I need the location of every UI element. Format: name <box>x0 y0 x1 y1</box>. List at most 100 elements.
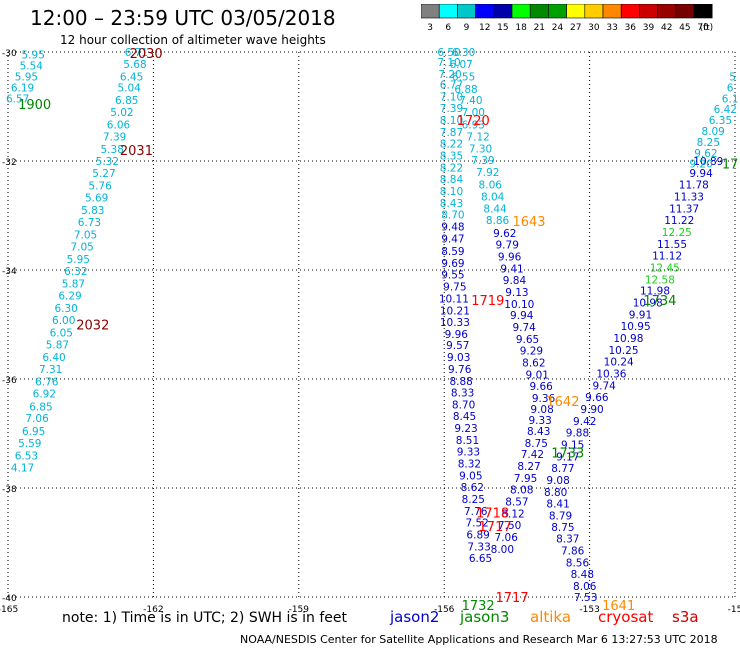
wave-height-point: 8.57 <box>505 497 528 509</box>
wave-height-point: 7.42 <box>521 449 544 461</box>
wave-height-point: 9.75 <box>443 281 466 293</box>
wave-height-point: 8.33 <box>451 388 474 400</box>
wave-height-point: 6.55 <box>452 72 475 84</box>
wave-height-point: 7.10 <box>440 92 463 104</box>
wave-height-point: 6.95 <box>22 426 45 438</box>
wave-height-point: 8.12 <box>501 509 524 521</box>
wave-height-point: 8.32 <box>458 458 481 470</box>
wave-height-point: 9.08 <box>530 404 553 416</box>
wave-height-point: 8.43 <box>440 198 463 210</box>
wave-height-point: 6.06 <box>107 119 131 131</box>
wave-height-point: 8.22 <box>440 163 463 175</box>
wave-height-point: 12.25 <box>662 227 692 239</box>
satellite-legend-item: altika <box>530 608 572 626</box>
wave-height-point: 8.06 <box>479 179 503 191</box>
wave-height-point: 9.47 <box>441 233 464 245</box>
wave-height-point: 10.11 <box>439 293 469 305</box>
wave-height-point: 9.13 <box>505 287 528 299</box>
wave-height-point: 11.98 <box>640 286 670 298</box>
wave-height-point: 8.48 <box>571 569 594 581</box>
wave-height-point: 10.98 <box>633 298 663 310</box>
time-annotation: 1643 <box>512 215 545 230</box>
wave-height-point: 5 <box>729 72 736 84</box>
wave-height-point: 11.78 <box>679 179 709 191</box>
wave-height-point: 9.84 <box>503 275 527 287</box>
wave-height-point: 6.71 <box>125 47 148 59</box>
wave-height-point: 6.30 <box>452 47 475 59</box>
wave-height-point: 9.57 <box>446 340 469 352</box>
x-tick-label: -162 <box>143 605 163 615</box>
time-annotation: 1733 <box>551 447 584 462</box>
wave-height-point: 9.96 <box>445 329 469 341</box>
wave-height-point: 8.62 <box>522 358 545 370</box>
time-annotation: 1642 <box>546 395 579 410</box>
y-tick-label: -34 <box>2 267 17 277</box>
wave-height-point: 8.62 <box>461 482 484 494</box>
page-subtitle: 12 hour collection of altimeter wave hei… <box>60 33 326 47</box>
wave-height-point: 9.17 <box>556 451 579 463</box>
wave-height-point: 7.33 <box>467 541 490 553</box>
wave-height-point: 6.40 <box>42 352 65 364</box>
wave-height-point: 12.58 <box>645 274 675 286</box>
satellite-legend-item: jason2 <box>390 608 440 626</box>
wave-height-point: 5.32 <box>96 156 119 168</box>
wave-height-point: 6.89 <box>466 529 489 541</box>
wave-height-point: 8.70 <box>441 209 464 221</box>
wave-height-point: 7.53 <box>574 592 597 604</box>
wave-height-point: 6.73 <box>78 217 101 229</box>
wave-height-point: 11.55 <box>657 239 687 251</box>
wave-height-point: 6.88 <box>454 84 477 96</box>
wave-height-point: 9.42 <box>573 416 596 428</box>
wave-height-point: 9.66 <box>529 381 553 393</box>
x-tick-label: -165 <box>0 605 18 615</box>
wave-height-point: 7.39 <box>440 103 463 115</box>
wave-height-point: 9.62 <box>694 148 717 160</box>
time-annotation: 1718 <box>476 507 509 522</box>
wave-height-point: 9.74 <box>592 381 616 393</box>
wave-height-point: 9.08 <box>546 475 569 487</box>
y-tick-label: -38 <box>2 485 17 495</box>
wave-height-point: 6.45 <box>120 72 143 84</box>
scale-label: 3 <box>427 23 433 33</box>
scale-label: 36 <box>625 23 637 33</box>
wave-height-point: 5.38 <box>101 144 124 156</box>
scale-label: 18 <box>515 23 527 33</box>
wave-height-point: 5.87 <box>46 340 69 352</box>
wave-height-point: 7.50 <box>498 520 521 532</box>
scale-label: 42 <box>661 23 672 33</box>
scale-label: 12 <box>479 23 490 33</box>
wave-height-point: 6.30 <box>54 303 77 315</box>
wave-height-point: 6.85 <box>115 95 138 107</box>
wave-height-point: 5.95 <box>22 50 45 62</box>
time-annotation: 17 <box>722 158 739 173</box>
wave-height-point: 8.25 <box>697 137 720 149</box>
wave-height-point: 7.52 <box>465 517 488 529</box>
wave-height-point: 9.48 <box>441 221 464 233</box>
y-tick-label: -40 <box>2 594 17 604</box>
scale-label: 33 <box>606 23 617 33</box>
wave-height-point: 8.44 <box>483 203 507 215</box>
wave-height-point: 8.59 <box>441 246 464 258</box>
wave-height-point: 6.35 <box>709 115 732 127</box>
wave-height-point: 9.94 <box>689 168 713 180</box>
wave-height-point: 10.33 <box>440 317 470 329</box>
wave-height-point: 8.04 <box>481 191 505 203</box>
wave-height-point: 8.80 <box>544 487 567 499</box>
y-tick-label: -36 <box>2 376 17 386</box>
wave-height-point: 10.89 <box>693 156 723 168</box>
wave-height-point: 8.84 <box>440 174 464 186</box>
wave-height-point: 8.41 <box>546 498 569 510</box>
wave-height-point: 6.29 <box>58 291 81 303</box>
wave-height-point: 8.00 <box>491 544 514 556</box>
satellite-legend-item: jason3 <box>460 608 510 626</box>
wave-height-point: 8.25 <box>462 494 485 506</box>
wave-height-point: 6.92 <box>33 389 56 401</box>
satellite-legend-item: cryosat <box>598 608 654 626</box>
wave-height-point: 6.42 <box>714 104 737 116</box>
wave-height-point: 10.95 <box>621 321 651 333</box>
wave-height-point: 8.09 <box>701 126 724 138</box>
time-annotation: 1720 <box>457 114 490 129</box>
wave-height-point: 9.41 <box>500 263 523 275</box>
x-tick-label: -156 <box>434 605 455 615</box>
scale-label: 70 <box>697 23 709 33</box>
